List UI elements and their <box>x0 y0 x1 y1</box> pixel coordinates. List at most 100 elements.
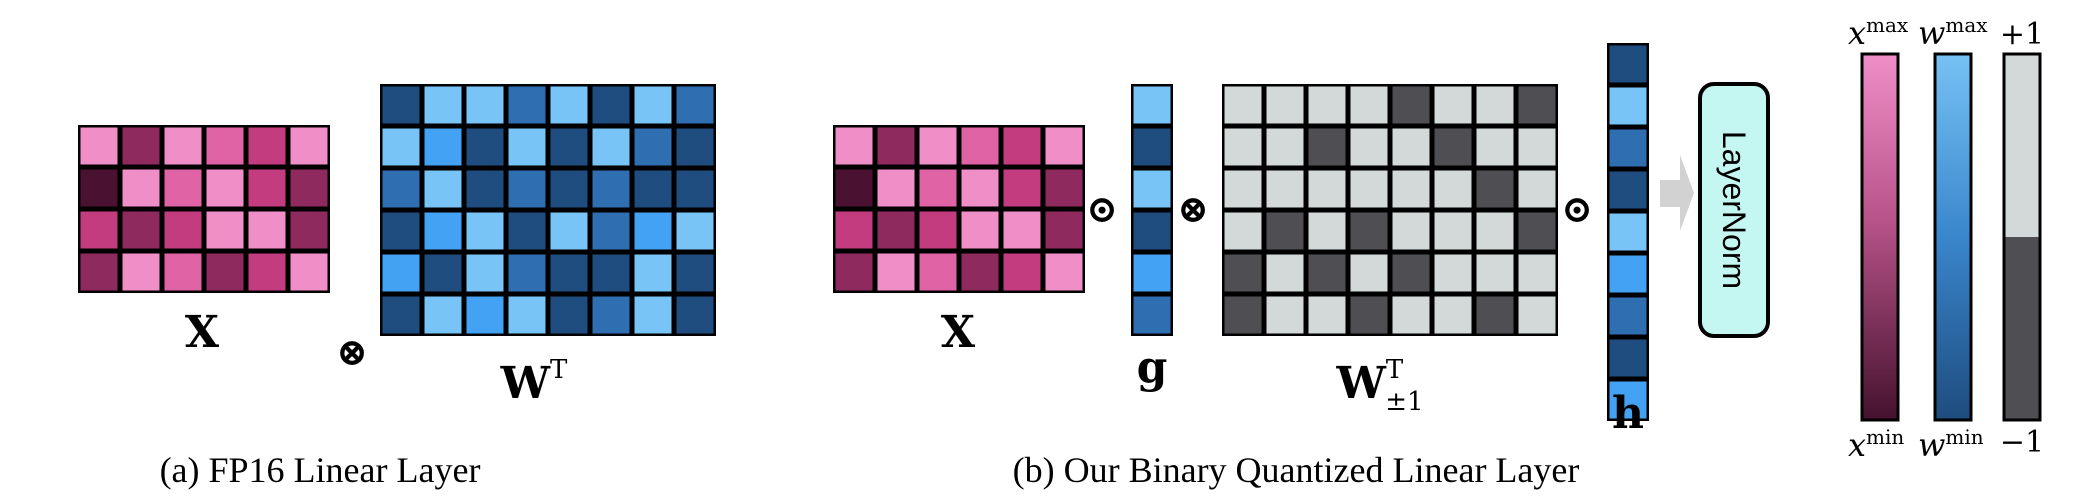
w-label-sub: ±1 <box>1385 387 1423 417</box>
wt-cell <box>634 170 672 208</box>
x-cell <box>1003 127 1041 165</box>
x-cell <box>122 253 160 291</box>
w-binary-cell <box>1518 86 1556 124</box>
w-binary-cell <box>1224 254 1262 292</box>
w-binary-cell <box>1518 254 1556 292</box>
x-matrix <box>78 125 330 293</box>
caption-b: (b) Our Binary Quantized Linear Layer <box>1013 450 1580 490</box>
wt-cell <box>550 170 588 208</box>
w-binary-label: WT ±1 <box>1335 355 1423 417</box>
odot-symbol: ⊙ <box>1086 186 1118 231</box>
x-cell <box>961 169 999 207</box>
x-cell <box>835 253 873 291</box>
x-colorbar: xmax xmin <box>1848 13 1909 464</box>
x-cell <box>1003 211 1041 249</box>
g-vector <box>1131 84 1173 336</box>
x-cell <box>919 169 957 207</box>
x-max-sup: max <box>1866 13 1909 37</box>
g-vector-label: g <box>1137 342 1168 393</box>
otimes-symbol: ⊗ <box>1177 186 1209 231</box>
w-binary-cell <box>1350 212 1388 250</box>
x-cell <box>961 211 999 249</box>
grid-background <box>1222 84 1558 336</box>
x-cell <box>961 253 999 291</box>
x-cell <box>1045 169 1083 207</box>
wt-cell <box>550 212 588 250</box>
wt-cell <box>550 128 588 166</box>
wt-label-base: W <box>500 358 551 409</box>
h-cell <box>1609 255 1647 293</box>
w-colorbar: wmax wmin <box>1918 13 1988 464</box>
x-cell <box>164 211 202 249</box>
w-binary-cell <box>1434 296 1472 334</box>
x-max-base: x <box>1848 14 1866 52</box>
w-binary-cell <box>1476 128 1514 166</box>
otimes-symbol: ⊗ <box>336 329 368 374</box>
pos-one-label: +1 <box>2000 17 2044 52</box>
wt-cell <box>676 254 714 292</box>
x-cell <box>122 211 160 249</box>
x-cell <box>122 169 160 207</box>
panel-a: ⊗ X WT (a) FP16 Linear Layer <box>78 84 716 490</box>
g-cell <box>1133 212 1171 250</box>
wt-cell <box>424 128 462 166</box>
w-binary-cell <box>1308 86 1346 124</box>
wt-cell <box>424 296 462 334</box>
wt-cell <box>382 212 420 250</box>
w-binary-cell <box>1392 254 1430 292</box>
x-cell <box>206 253 244 291</box>
x-cell <box>80 253 118 291</box>
wt-cell <box>424 254 462 292</box>
w-binary-cell <box>1308 296 1346 334</box>
w-binary-cell <box>1518 128 1556 166</box>
wt-cell <box>424 212 462 250</box>
wt-cell <box>592 296 630 334</box>
h-cell <box>1609 213 1647 251</box>
wt-cell <box>382 170 420 208</box>
w-binary-cell <box>1392 212 1430 250</box>
x-cell <box>290 211 328 249</box>
w-binary-cell <box>1224 170 1262 208</box>
wt-matrix-label: WT <box>500 355 568 409</box>
grid-background <box>78 125 330 293</box>
wt-cell <box>466 212 504 250</box>
h-cell <box>1609 339 1647 377</box>
x-cell <box>919 253 957 291</box>
w-binary-cell <box>1308 212 1346 250</box>
wt-cell <box>466 170 504 208</box>
grid-background <box>380 84 716 336</box>
g-cell <box>1133 254 1171 292</box>
x-cell <box>1003 253 1041 291</box>
x-cell <box>919 211 957 249</box>
wt-cell <box>634 296 672 334</box>
x-cell <box>1045 253 1083 291</box>
wt-cell <box>382 296 420 334</box>
x-cell <box>164 253 202 291</box>
wt-cell <box>676 128 714 166</box>
x-cell <box>877 127 915 165</box>
x-cell <box>1003 169 1041 207</box>
wt-cell <box>676 170 714 208</box>
wt-cell <box>466 86 504 124</box>
wt-cell <box>508 212 546 250</box>
w-binary-cell <box>1518 296 1556 334</box>
w-binary-cell <box>1266 170 1304 208</box>
x-cell <box>248 169 286 207</box>
x-cell <box>290 127 328 165</box>
wt-label-sup: T <box>550 355 568 385</box>
x-cell <box>919 127 957 165</box>
h-cell <box>1609 171 1647 209</box>
w-binary-cell <box>1224 86 1262 124</box>
wt-cell <box>592 86 630 124</box>
w-label-base: W <box>1335 358 1386 409</box>
h-cell <box>1609 381 1647 419</box>
w-binary-cell <box>1476 212 1514 250</box>
wt-cell <box>508 128 546 166</box>
arrow-right-icon <box>1660 155 1694 231</box>
wt-cell <box>424 170 462 208</box>
wt-cell <box>550 254 588 292</box>
x-max-label: xmax <box>1848 13 1909 52</box>
x-cell <box>877 169 915 207</box>
w-binary-cell <box>1224 296 1262 334</box>
wt-cell <box>634 86 672 124</box>
